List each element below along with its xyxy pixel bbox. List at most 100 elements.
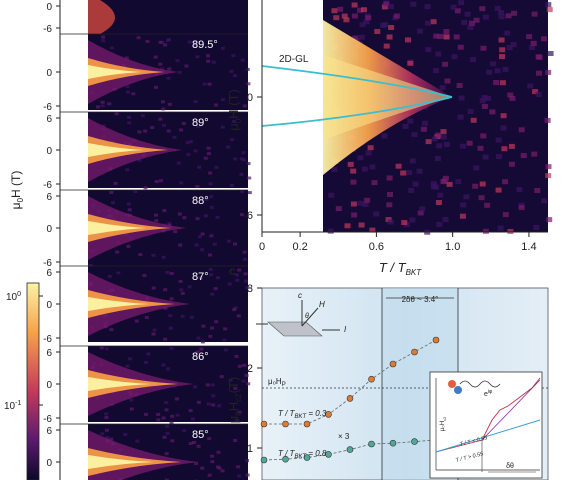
gl-curve-label: 2D-GL <box>279 54 309 65</box>
noise-speck <box>530 40 537 46</box>
series-label-0: T / TBKT = 0.3 <box>278 409 327 420</box>
noise-speck <box>500 125 507 131</box>
panel-b-x-tick-label: 0.6 <box>369 241 384 253</box>
noise-speck <box>207 437 212 441</box>
angle-label: 89° <box>192 117 209 129</box>
noise-speck <box>164 408 169 412</box>
noise-speck <box>182 429 187 433</box>
noise-speck <box>470 117 477 123</box>
noise-speck <box>235 418 240 422</box>
left-tick-label: -6 <box>43 334 52 345</box>
noise-speck <box>350 201 357 207</box>
noise-speck <box>169 421 174 425</box>
noise-speck <box>508 161 515 167</box>
noise-speck <box>464 11 471 17</box>
heatmap-strip: 86° <box>60 345 251 425</box>
noise-speck <box>165 424 170 428</box>
noise-speck <box>109 437 114 441</box>
noise-speck <box>546 7 553 13</box>
panel-c-letter: c <box>229 264 236 278</box>
noise-speck <box>115 250 120 254</box>
noise-speck <box>159 179 163 183</box>
noise-speck <box>231 54 236 58</box>
noise-speck <box>179 288 184 292</box>
noise-speck <box>235 273 239 277</box>
noise-speck <box>383 1 390 7</box>
panel-b-x-tick-label: 1.0 <box>445 241 460 253</box>
noise-speck <box>207 473 212 477</box>
strip-core <box>88 65 142 79</box>
noise-speck <box>137 158 142 162</box>
noise-speck <box>170 439 175 443</box>
noise-speck <box>187 285 192 289</box>
noise-speck <box>239 173 244 176</box>
noise-speck <box>520 153 527 158</box>
noise-speck <box>217 404 222 408</box>
noise-speck <box>373 211 380 217</box>
noise-speck <box>344 223 351 229</box>
noise-speck <box>156 412 161 416</box>
noise-speck <box>220 46 225 50</box>
noise-speck <box>388 25 395 30</box>
noise-speck <box>544 117 551 123</box>
noise-speck <box>511 10 518 16</box>
series-point <box>389 439 397 447</box>
noise-speck <box>166 76 171 80</box>
noise-speck <box>381 4 388 10</box>
noise-speck <box>241 158 246 162</box>
noise-speck <box>545 164 552 170</box>
noise-speck <box>206 402 211 406</box>
noise-speck <box>419 206 426 212</box>
noise-speck <box>196 444 201 448</box>
noise-speck <box>484 202 491 208</box>
noise-speck <box>158 117 163 121</box>
noise-speck <box>181 122 186 125</box>
noise-speck <box>357 155 364 161</box>
noise-speck <box>454 8 461 14</box>
noise-speck <box>500 113 507 119</box>
colorbar-tick-label: 10-1 <box>4 400 21 412</box>
noise-speck <box>109 191 114 194</box>
noise-speck <box>545 173 552 179</box>
panel-c-y-axis-label: μ0Hc2(T) <box>226 377 243 423</box>
noise-speck <box>387 219 394 225</box>
noise-speck <box>367 145 374 151</box>
noise-speck <box>470 57 476 63</box>
noise-speck <box>215 465 220 469</box>
noise-speck <box>127 115 131 119</box>
noise-speck <box>124 56 129 60</box>
noise-speck <box>193 100 198 104</box>
noise-speck <box>215 215 220 219</box>
noise-speck <box>443 34 450 40</box>
noise-speck <box>420 126 427 132</box>
noise-speck <box>101 124 106 128</box>
noise-speck <box>163 337 168 341</box>
noise-speck <box>531 151 538 157</box>
noise-speck <box>154 85 158 89</box>
noise-speck <box>450 4 457 10</box>
noise-speck <box>536 54 543 60</box>
noise-speck <box>214 165 219 169</box>
noise-speck <box>402 123 409 129</box>
noise-speck <box>473 165 480 171</box>
noise-speck <box>453 34 460 40</box>
noise-speck <box>198 276 203 280</box>
noise-speck <box>245 459 249 463</box>
noise-speck <box>489 109 496 115</box>
angle-label: 85° <box>192 429 209 441</box>
series-label-1: T / TBKT = 0.8 <box>278 449 327 460</box>
noise-speck <box>167 102 172 106</box>
noise-speck <box>243 279 248 283</box>
noise-speck <box>482 14 489 20</box>
noise-speck <box>240 58 245 62</box>
noise-speck <box>444 78 451 84</box>
noise-speck <box>364 197 371 203</box>
heatmap-strip: 88° <box>60 189 252 269</box>
left-y-axis-label: μ0H (T) <box>9 171 25 210</box>
noise-speck <box>358 34 365 40</box>
noise-speck <box>233 157 238 161</box>
noise-speck <box>177 71 182 74</box>
noise-speck <box>111 201 115 205</box>
series-point <box>411 438 418 445</box>
